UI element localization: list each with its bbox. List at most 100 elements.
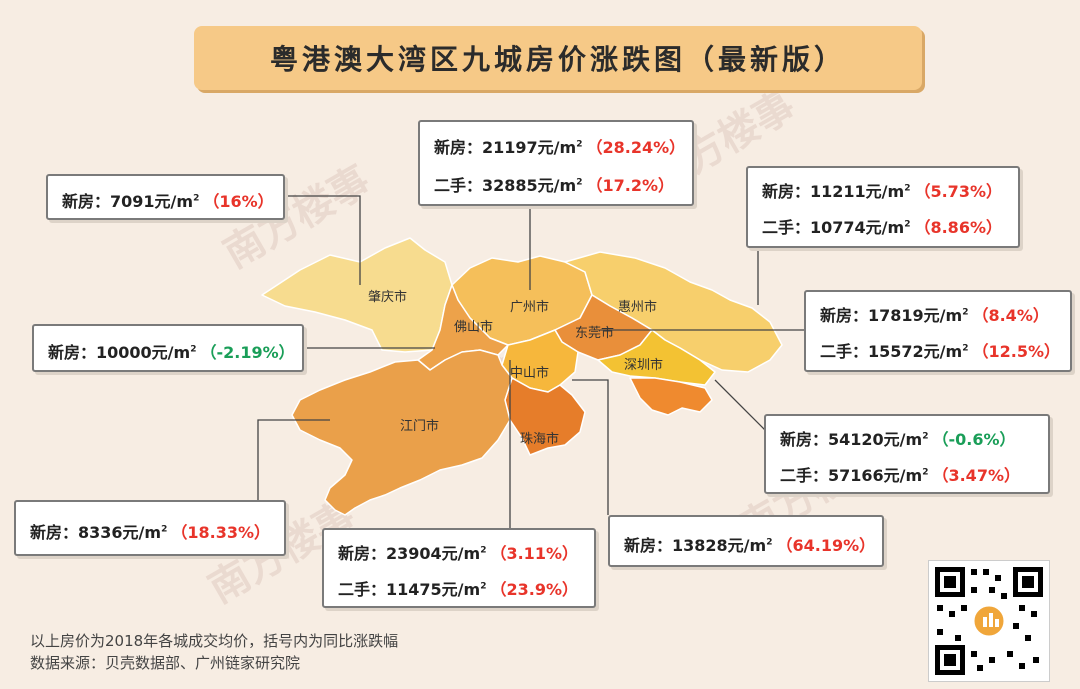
leader-shenzhen <box>714 379 766 431</box>
city-label-zhaoqing: 肇庆市 <box>368 290 408 305</box>
new-house-label: 新房： <box>762 182 811 201</box>
new-house-row: 新房：13828元/m2 （64.19%） <box>624 532 875 556</box>
used-house-label: 二手： <box>820 342 869 361</box>
unit-superscript: 2 <box>193 193 200 204</box>
used-house-row: 二手：32885元/m2 （17.2%） <box>434 172 674 196</box>
new-house-price: 7091元/m <box>110 192 194 211</box>
new-house-price: 23904元/m <box>386 544 481 563</box>
used-house-row: 二手：15572元/m2 （12.5%） <box>820 338 1060 362</box>
price-card-foshan: 新房：10000元/m2 （-2.19%） <box>32 324 304 372</box>
price-card-shenzhen: 新房：54120元/m2 （-0.6%） 二手：57166元/m2 （3.47%） <box>764 414 1050 494</box>
new-house-change: （64.19%） <box>776 536 876 555</box>
new-house-label: 新房： <box>820 306 869 325</box>
used-house-price: 10774元/m <box>810 218 905 237</box>
new-house-price: 8336元/m <box>78 523 162 542</box>
price-card-zhuhai: 新房：13828元/m2 （64.19%） <box>608 515 884 567</box>
price-card-jiangmen: 新房：8336元/m2 （18.33%） <box>14 500 286 556</box>
footer-source-line: 数据来源：贝壳数据部、广州链家研究院 <box>30 654 301 672</box>
used-house-change: （12.5%） <box>972 342 1060 361</box>
new-house-price: 10000元/m <box>96 343 191 362</box>
used-house-price: 57166元/m <box>828 466 923 485</box>
unit-superscript: 2 <box>190 344 197 355</box>
unit-superscript: 2 <box>576 177 583 188</box>
used-house-label: 二手： <box>434 176 483 195</box>
price-card-huizhou: 新房：11211元/m2 （5.73%） 二手：10774元/m2 （8.86%） <box>746 166 1020 248</box>
region-shenzhen <box>597 329 716 386</box>
used-house-row: 二手：57166元/m2 （3.47%） <box>780 462 1020 486</box>
new-house-change: （28.24%） <box>586 138 686 157</box>
new-house-change: （16%） <box>203 192 274 211</box>
new-house-change: （-2.19%） <box>200 343 295 362</box>
used-house-price: 11475元/m <box>386 580 481 599</box>
used-house-label: 二手： <box>762 218 811 237</box>
unit-superscript: 2 <box>766 537 773 548</box>
unit-superscript: 2 <box>161 524 168 535</box>
unit-superscript: 2 <box>576 139 583 150</box>
city-label-zhuhai: 珠海市 <box>520 432 560 447</box>
qr-code <box>928 560 1050 682</box>
new-house-row: 新房：54120元/m2 （-0.6%） <box>780 426 1016 450</box>
new-house-row: 新房：23904元/m2 （3.11%） <box>338 540 578 564</box>
new-house-row: 新房：7091元/m2 （16%） <box>62 188 274 212</box>
unit-superscript: 2 <box>904 183 911 194</box>
used-house-label: 二手： <box>338 580 387 599</box>
new-house-row: 新房：8336元/m2 （18.33%） <box>30 519 270 543</box>
unit-superscript: 2 <box>922 467 929 478</box>
new-house-change: （5.73%） <box>914 182 1002 201</box>
leader-zhaoqing <box>285 195 361 285</box>
used-house-change: （8.86%） <box>914 218 1002 237</box>
new-house-row: 新房：17819元/m2 （8.4%） <box>820 302 1049 326</box>
city-label-huizhou: 惠州市 <box>618 300 658 315</box>
city-label-jiangmen: 江门市 <box>400 419 440 434</box>
city-label-shenzhen: 深圳市 <box>624 358 664 373</box>
new-house-label: 新房： <box>624 536 673 555</box>
used-house-change: （17.2%） <box>586 176 674 195</box>
new-house-price: 11211元/m <box>810 182 905 201</box>
unit-superscript: 2 <box>480 545 487 556</box>
region-jiangmen <box>291 349 513 516</box>
price-card-dongguan: 新房：17819元/m2 （8.4%） 二手：15572元/m2 （12.5%） <box>804 290 1072 372</box>
unit-superscript: 2 <box>480 581 487 592</box>
new-house-change: （18.33%） <box>171 523 270 542</box>
used-house-row: 二手：10774元/m2 （8.86%） <box>762 214 1002 238</box>
used-house-price: 32885元/m <box>482 176 577 195</box>
city-label-dongguan: 东莞市 <box>575 326 615 341</box>
new-house-price: 54120元/m <box>828 430 923 449</box>
leader-jiangmen <box>257 419 330 500</box>
unit-superscript: 2 <box>922 431 929 442</box>
city-label-zhongshan: 中山市 <box>510 366 550 381</box>
new-house-label: 新房： <box>338 544 387 563</box>
region-hongkong <box>629 377 713 416</box>
used-house-price: 15572元/m <box>868 342 963 361</box>
city-label-guangzhou: 广州市 <box>510 300 550 315</box>
used-house-change: （23.9%） <box>490 580 578 599</box>
new-house-label: 新房： <box>62 192 111 211</box>
price-card-zhaoqing: 新房：7091元/m2 （16%） <box>46 174 285 220</box>
new-house-price: 21197元/m <box>482 138 577 157</box>
region-zhuhai <box>504 377 586 456</box>
footer-note-line: 以上房价为2018年各城成交均价，括号内为同比涨跌幅 <box>30 632 399 650</box>
new-house-change: （-0.6%） <box>932 430 1016 449</box>
new-house-change: （3.11%） <box>490 544 578 563</box>
used-house-label: 二手： <box>780 466 829 485</box>
city-label-foshan: 佛山市 <box>454 320 494 335</box>
price-card-guangzhou: 新房：21197元/m2 （28.24%） 二手：32885元/m2 （17.2%） <box>418 120 694 206</box>
price-card-zhongshan: 新房：23904元/m2 （3.11%） 二手：11475元/m2 （23.9%） <box>322 528 596 608</box>
new-house-price: 13828元/m <box>672 536 767 555</box>
page-title: 粤港澳大湾区九城房价涨跌图（最新版） <box>194 26 922 90</box>
leader-zhuhai <box>572 379 609 515</box>
new-house-label: 新房： <box>434 138 483 157</box>
new-house-row: 新房：11211元/m2 （5.73%） <box>762 178 1002 202</box>
used-house-row: 二手：11475元/m2 （23.9%） <box>338 576 578 600</box>
qr-code-icon <box>935 567 1043 675</box>
used-house-change: （3.47%） <box>932 466 1020 485</box>
new-house-row: 新房：10000元/m2 （-2.19%） <box>48 339 295 363</box>
unit-superscript: 2 <box>904 219 911 230</box>
new-house-row: 新房：21197元/m2 （28.24%） <box>434 134 685 158</box>
unit-superscript: 2 <box>962 307 969 318</box>
unit-superscript: 2 <box>962 343 969 354</box>
footer-notes: 以上房价为2018年各城成交均价，括号内为同比涨跌幅 数据来源：贝壳数据部、广州… <box>30 630 398 674</box>
new-house-label: 新房： <box>780 430 829 449</box>
new-house-price: 17819元/m <box>868 306 963 325</box>
